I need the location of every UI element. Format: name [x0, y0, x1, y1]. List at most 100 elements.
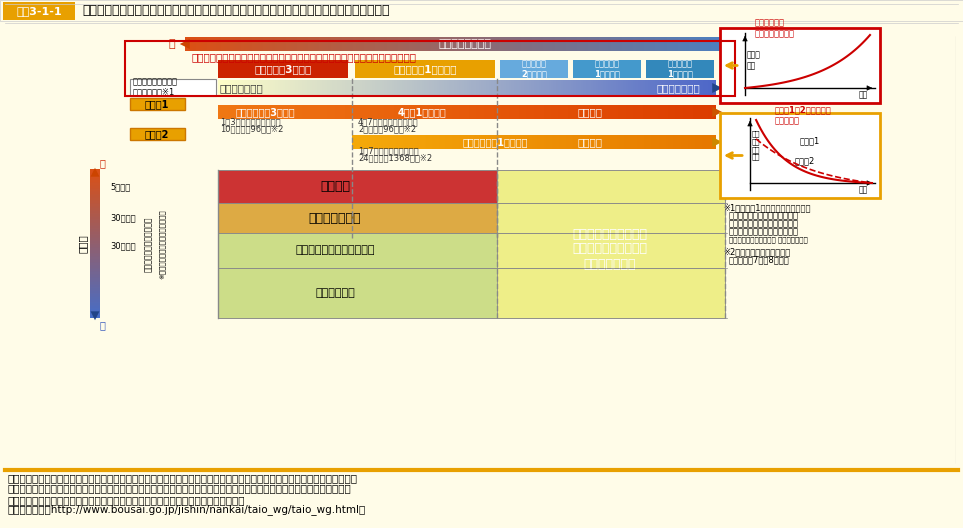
FancyBboxPatch shape — [307, 105, 311, 119]
Text: 地震発生の可能性: 地震発生の可能性 — [438, 39, 491, 49]
FancyBboxPatch shape — [225, 80, 229, 96]
FancyBboxPatch shape — [415, 37, 418, 51]
FancyBboxPatch shape — [417, 105, 420, 119]
FancyBboxPatch shape — [302, 37, 306, 51]
Text: 高齢者等は避難: 高齢者等は避難 — [309, 212, 361, 224]
FancyBboxPatch shape — [714, 135, 716, 149]
FancyBboxPatch shape — [397, 105, 401, 119]
Text: それ以降: それ以降 — [578, 137, 603, 147]
FancyBboxPatch shape — [697, 135, 700, 149]
FancyBboxPatch shape — [414, 80, 418, 96]
FancyBboxPatch shape — [495, 135, 498, 149]
FancyBboxPatch shape — [521, 135, 524, 149]
FancyBboxPatch shape — [543, 105, 547, 119]
FancyBboxPatch shape — [469, 105, 473, 119]
FancyBboxPatch shape — [527, 37, 531, 51]
FancyBboxPatch shape — [628, 80, 632, 96]
FancyBboxPatch shape — [491, 80, 495, 96]
FancyBboxPatch shape — [734, 37, 738, 51]
FancyBboxPatch shape — [90, 197, 100, 200]
FancyBboxPatch shape — [352, 105, 355, 119]
FancyBboxPatch shape — [437, 37, 441, 51]
FancyBboxPatch shape — [350, 80, 353, 96]
FancyBboxPatch shape — [290, 105, 294, 119]
FancyBboxPatch shape — [494, 135, 496, 149]
FancyBboxPatch shape — [90, 182, 100, 185]
FancyBboxPatch shape — [90, 225, 100, 228]
FancyBboxPatch shape — [546, 37, 550, 51]
FancyBboxPatch shape — [688, 105, 691, 119]
Text: 次第に避難が
受忍できなくなる: 次第に避難が 受忍できなくなる — [755, 18, 795, 38]
FancyBboxPatch shape — [361, 135, 364, 149]
FancyBboxPatch shape — [720, 28, 880, 103]
FancyBboxPatch shape — [519, 135, 522, 149]
FancyBboxPatch shape — [384, 80, 388, 96]
FancyBboxPatch shape — [709, 37, 713, 51]
FancyBboxPatch shape — [687, 37, 690, 51]
FancyBboxPatch shape — [312, 80, 316, 96]
FancyBboxPatch shape — [543, 80, 547, 96]
FancyBboxPatch shape — [575, 135, 578, 149]
FancyBboxPatch shape — [482, 105, 485, 119]
FancyBboxPatch shape — [556, 80, 560, 96]
FancyBboxPatch shape — [501, 135, 504, 149]
FancyBboxPatch shape — [90, 267, 100, 269]
FancyBboxPatch shape — [337, 80, 341, 96]
FancyBboxPatch shape — [204, 37, 208, 51]
FancyBboxPatch shape — [719, 37, 723, 51]
FancyBboxPatch shape — [274, 37, 278, 51]
FancyBboxPatch shape — [603, 80, 607, 96]
FancyBboxPatch shape — [387, 105, 390, 119]
FancyBboxPatch shape — [400, 135, 402, 149]
FancyBboxPatch shape — [490, 135, 493, 149]
Text: 4～7日目に発生した事例: 4～7日目に発生した事例 — [358, 118, 419, 127]
FancyBboxPatch shape — [499, 37, 503, 51]
FancyBboxPatch shape — [379, 80, 383, 96]
FancyBboxPatch shape — [505, 37, 508, 51]
Text: 詳細は、図7、図8を参照: 詳細は、図7、図8を参照 — [729, 256, 790, 265]
FancyBboxPatch shape — [571, 105, 574, 119]
FancyBboxPatch shape — [90, 200, 100, 203]
FancyBboxPatch shape — [230, 80, 234, 96]
FancyBboxPatch shape — [412, 135, 415, 149]
FancyBboxPatch shape — [244, 37, 247, 51]
FancyBboxPatch shape — [700, 80, 704, 96]
FancyBboxPatch shape — [429, 37, 432, 51]
FancyBboxPatch shape — [90, 204, 100, 207]
FancyBboxPatch shape — [269, 37, 273, 51]
FancyBboxPatch shape — [588, 135, 590, 149]
FancyBboxPatch shape — [673, 80, 676, 96]
FancyBboxPatch shape — [90, 285, 100, 287]
FancyBboxPatch shape — [484, 37, 488, 51]
FancyBboxPatch shape — [260, 105, 264, 119]
FancyBboxPatch shape — [409, 80, 413, 96]
FancyBboxPatch shape — [90, 298, 100, 300]
FancyBboxPatch shape — [574, 37, 578, 51]
FancyBboxPatch shape — [196, 37, 200, 51]
FancyBboxPatch shape — [462, 37, 466, 51]
FancyBboxPatch shape — [457, 135, 460, 149]
FancyBboxPatch shape — [646, 135, 649, 149]
FancyBboxPatch shape — [648, 135, 651, 149]
FancyBboxPatch shape — [672, 37, 676, 51]
FancyBboxPatch shape — [218, 105, 221, 119]
FancyBboxPatch shape — [325, 80, 328, 96]
FancyBboxPatch shape — [599, 135, 602, 149]
FancyBboxPatch shape — [536, 80, 539, 96]
FancyBboxPatch shape — [702, 135, 705, 149]
FancyBboxPatch shape — [377, 80, 380, 96]
Text: 受忍困
難度: 受忍困 難度 — [747, 51, 761, 70]
FancyBboxPatch shape — [90, 311, 100, 314]
FancyBboxPatch shape — [661, 105, 664, 119]
FancyBboxPatch shape — [318, 80, 321, 96]
FancyBboxPatch shape — [365, 80, 368, 96]
Text: 24事例／全1368事例※2: 24事例／全1368事例※2 — [358, 154, 432, 163]
FancyBboxPatch shape — [554, 80, 557, 96]
FancyBboxPatch shape — [472, 105, 475, 119]
FancyBboxPatch shape — [534, 105, 537, 119]
FancyBboxPatch shape — [484, 135, 487, 149]
FancyBboxPatch shape — [608, 37, 612, 51]
FancyBboxPatch shape — [464, 80, 467, 96]
FancyBboxPatch shape — [628, 37, 631, 51]
FancyBboxPatch shape — [228, 80, 231, 96]
